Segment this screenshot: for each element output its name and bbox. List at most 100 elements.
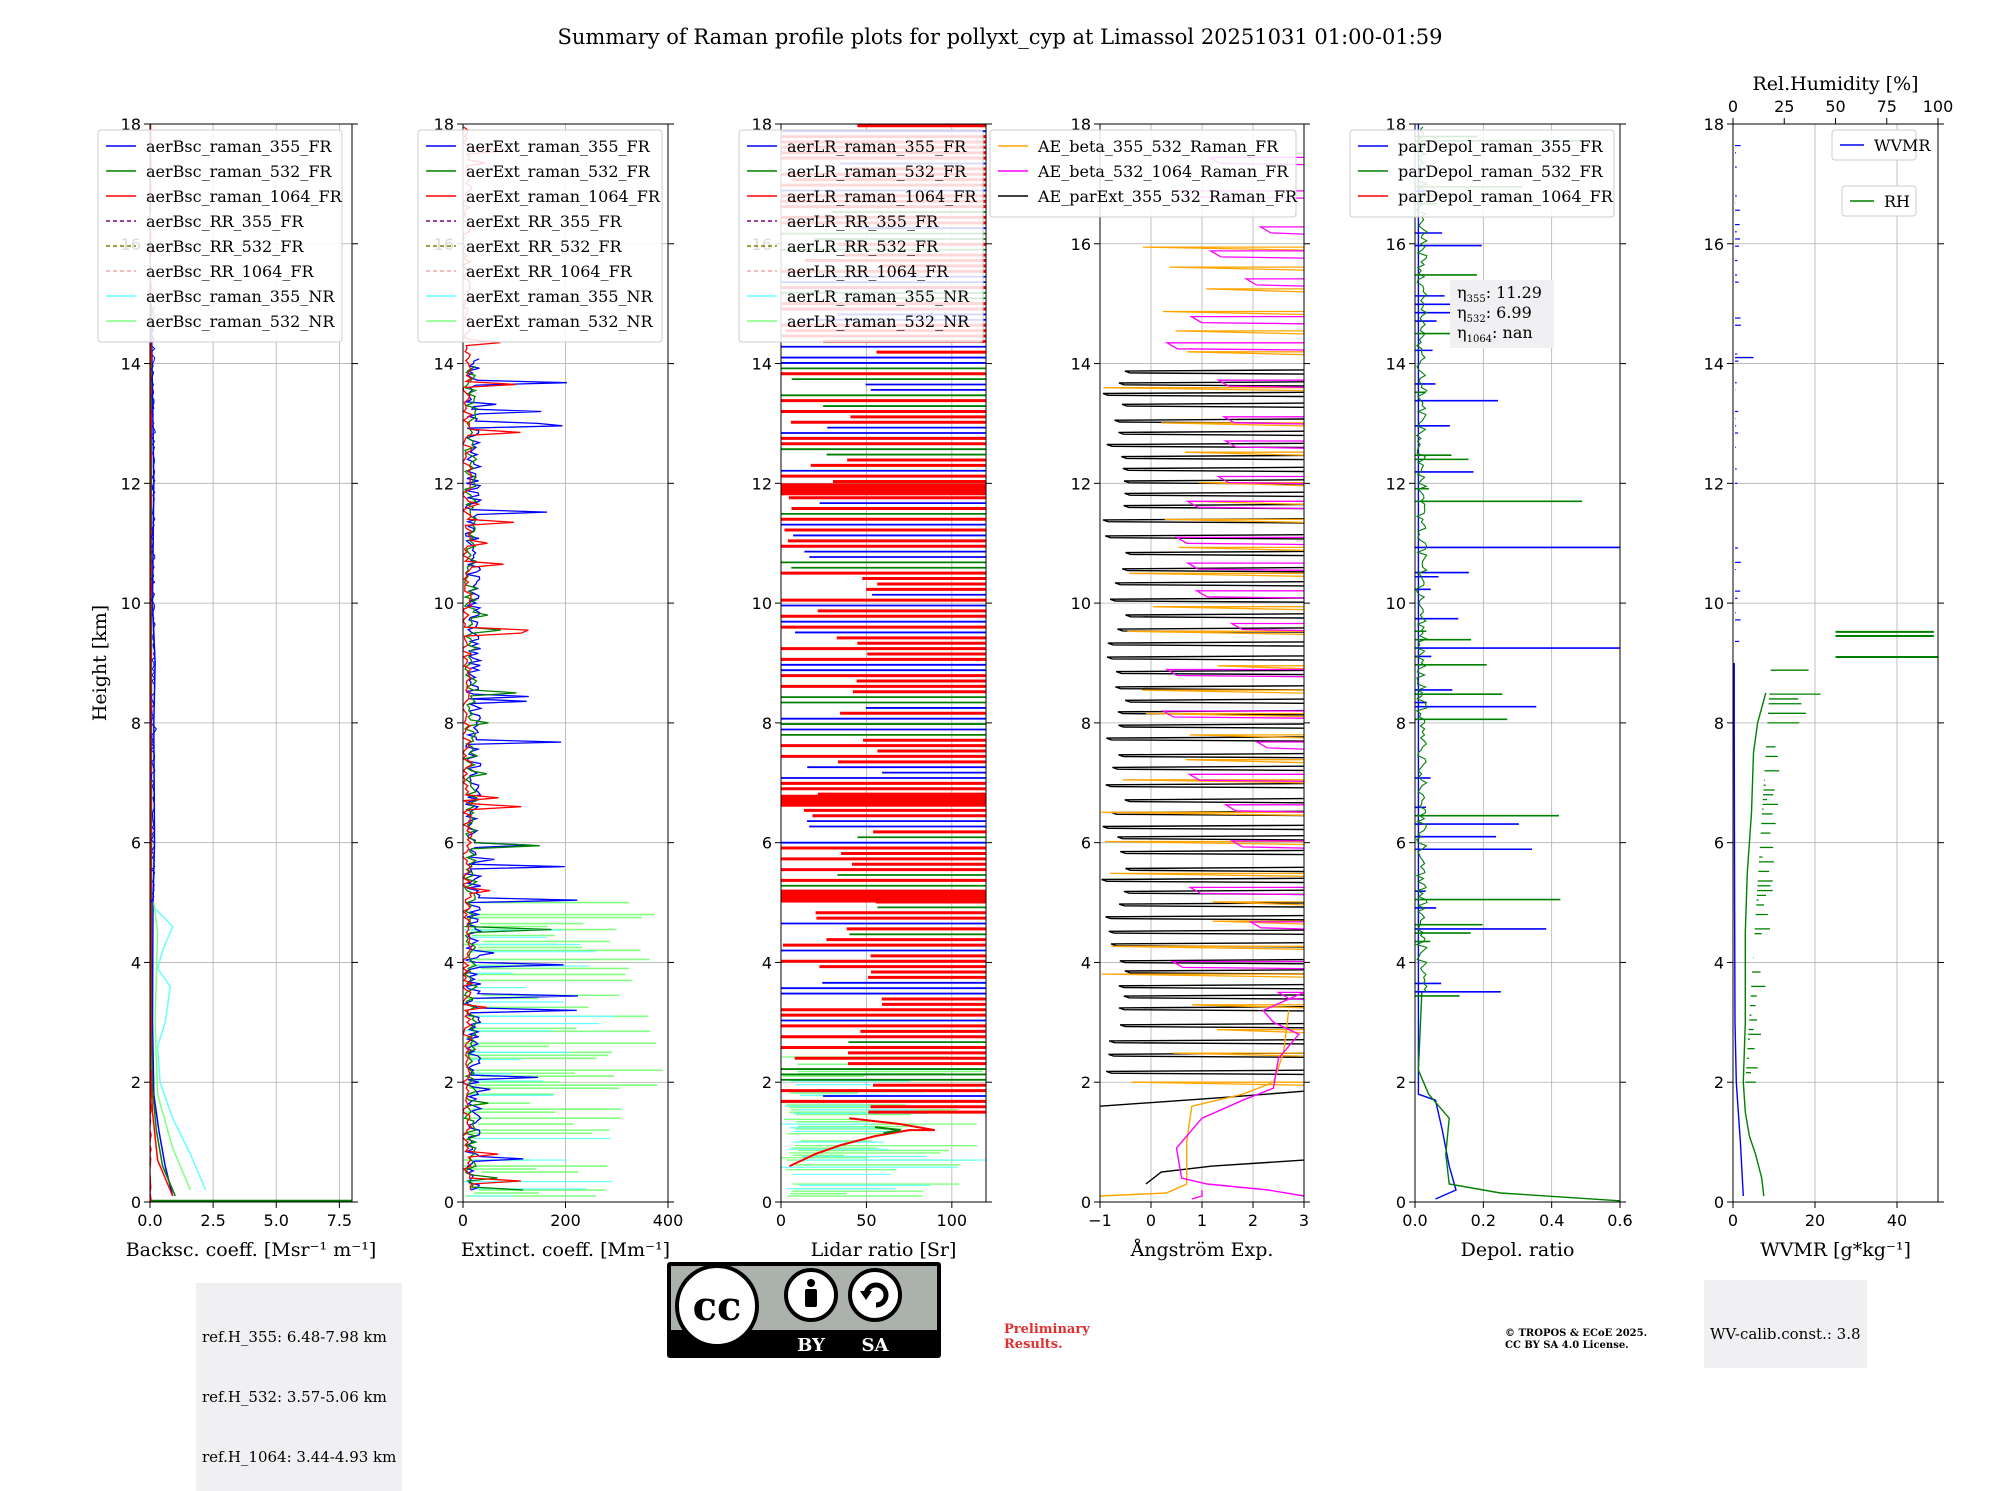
- cc-logo-circle: [675, 1264, 759, 1348]
- series-AE_beta_532_1064_Raman_FR: [1160, 710, 1304, 719]
- series-AE_beta_532_1064_Raman_FR: [1164, 668, 1304, 678]
- x-tick-label: 20: [1805, 1211, 1825, 1230]
- y-tick-label: 10: [1704, 594, 1724, 613]
- series-AE_beta_532_1064_Raman_FR: [1194, 590, 1304, 599]
- series-AE_parExt_355_532_Raman_FR: [1107, 641, 1304, 647]
- axes-frame-backscatter: [149, 123, 353, 1203]
- axes-frame-depol: [1414, 123, 1621, 1203]
- x-tick-label: 400: [653, 1211, 684, 1230]
- axes-frame-wvmr: [1732, 123, 1939, 1203]
- y-tick-label: 6: [1396, 834, 1406, 853]
- series-AE_beta_355_532_Raman_FR: [1216, 1028, 1304, 1034]
- y-tick-label: 2: [1396, 1073, 1406, 1092]
- series-aerExt_raman_355_FR: [463, 358, 579, 1191]
- series-AE_beta_532_1064_Raman_FR: [1186, 773, 1304, 783]
- series-AE_parExt_355_532_Raman_FR: [1115, 685, 1304, 691]
- legend-label: aerExt_RR_532_FR: [466, 237, 623, 256]
- series-AE_parExt_355_532_Raman_FR: [1115, 669, 1304, 676]
- y-tick-label: 8: [1714, 714, 1724, 733]
- y-tick-label: 0: [762, 1193, 772, 1212]
- y-axis-label: Height [km]: [89, 605, 111, 721]
- y-tick-label: 18: [121, 115, 141, 134]
- legend-label: parDepol_raman_532_FR: [1398, 162, 1604, 181]
- series-AE_parExt_355_532_Raman_FR: [1122, 466, 1304, 473]
- series-AE_beta_532_1064_Raman_FR: [1221, 416, 1304, 425]
- legend-box: [738, 129, 984, 343]
- series-AE_parExt_355_532_Raman_FR: [1125, 550, 1304, 557]
- y-tick-label: 10: [434, 594, 454, 613]
- legend-label: aerLR_raman_532_NR: [787, 312, 970, 331]
- legend-depol: [1349, 129, 1615, 218]
- series-AE_parExt_355_532_Raman_FR: [1122, 566, 1304, 573]
- y-tick-label: 0: [1396, 1193, 1406, 1212]
- series-AE_beta_355_532_Raman_FR: [1178, 546, 1304, 552]
- legend-label: aerBsc_RR_1064_FR: [146, 262, 315, 281]
- series-AE_beta_355_532_Raman_FR: [1217, 665, 1304, 670]
- series-AE_beta_355_532_Raman_FR: [1122, 779, 1304, 784]
- series-AE_beta_355_532_Raman_FR: [1103, 387, 1304, 392]
- series-AE_beta_532_1064_Raman_FR: [1248, 921, 1304, 930]
- figure-title: Summary of Raman profile plots for polly…: [557, 25, 1442, 49]
- legend-label: aerExt_raman_355_NR: [466, 287, 654, 306]
- series-AE_parExt_355_532_Raman_FR: [1125, 866, 1304, 873]
- legend-label: AE_parExt_355_532_Raman_FR: [1037, 187, 1298, 206]
- series-AE_parExt_355_532_Raman_FR: [1106, 736, 1304, 742]
- y-tick-label: 6: [444, 834, 454, 853]
- series-AE_parExt_355_532_Raman_FR: [1106, 655, 1304, 661]
- series-AE_parExt_355_532_Raman_FR: [1124, 491, 1304, 498]
- legend-label: aerLR_raman_532_FR: [787, 162, 967, 181]
- y-tick-label: 2: [1714, 1073, 1724, 1092]
- series-aerLR_raman_532_FR-low: [874, 1126, 901, 1135]
- x-axis-label: Ångström Exp.: [1130, 1239, 1274, 1261]
- y-tick-label: 8: [1396, 714, 1406, 733]
- series-AE_beta_355_532_Raman_FR: [1173, 1052, 1304, 1057]
- series-AE_beta_532_1064_Raman_FR: [1229, 840, 1304, 849]
- y-tick-label: 18: [1386, 115, 1406, 134]
- top-tick-label: 25: [1774, 97, 1794, 116]
- eta-line: η532: 6.99: [1457, 303, 1532, 325]
- x-tick-label: 3: [1299, 1211, 1309, 1230]
- x-tick-label: 100: [937, 1211, 968, 1230]
- series-AE_beta_355_532_Raman_FR: [1192, 1004, 1304, 1009]
- y-tick-label: 12: [752, 474, 772, 493]
- legend-label: parDepol_raman_355_FR: [1398, 137, 1604, 156]
- legend-label: aerBsc_raman_1064_FR: [146, 187, 343, 206]
- y-tick-label: 16: [1386, 235, 1406, 254]
- series-group: [1100, 156, 1304, 1200]
- series-AE_beta_532_1064_Raman_FR: [1170, 960, 1304, 970]
- series-AE_parExt_355_532_Raman_FR: [1105, 1069, 1304, 1076]
- series-aerBsc_raman_355_FR-noise: [150, 306, 158, 903]
- x-tick-label: 0: [1146, 1211, 1156, 1230]
- series-AE_beta_355_532_Raman_FR: [1164, 518, 1304, 524]
- y-tick-label: 2: [1081, 1073, 1091, 1092]
- y-tick-label: 8: [131, 714, 141, 733]
- series-AE_parExt_355_532_Raman_FR: [1118, 381, 1304, 387]
- legend-label: aerLR_raman_355_FR: [787, 137, 967, 156]
- series-AE_parExt_355_532_Raman_FR: [1119, 1022, 1304, 1029]
- series-AE_beta_355_532_Raman_FR: [1212, 920, 1304, 925]
- preliminary-line-2: Results.: [1004, 1337, 1063, 1352]
- sa-icon-arc: [863, 1282, 889, 1308]
- series-AE_parExt_355_532_Raman_FR: [1118, 430, 1304, 437]
- y-tick-label: 0: [444, 1193, 454, 1212]
- series-AE_beta_355_532_Raman_FR-low: [1100, 1010, 1290, 1197]
- y-tick-label: 12: [1071, 474, 1091, 493]
- ref-h-532: ref.H_532: 3.57-5.06 km: [202, 1388, 387, 1406]
- legend-label: aerLR_RR_355_FR: [787, 212, 939, 231]
- legend-label: aerExt_raman_355_FR: [466, 137, 651, 156]
- y-tick-label: 14: [121, 355, 141, 374]
- series-AE_beta_355_532_Raman_FR: [1146, 712, 1304, 718]
- legend-label: aerExt_RR_355_FR: [466, 212, 623, 231]
- legend-label: aerLR_raman_355_NR: [787, 287, 970, 306]
- x-tick-label: 0.0: [1402, 1211, 1427, 1230]
- series-AE_parExt_355_532_Raman_FR: [1118, 902, 1304, 908]
- x-tick-label: 40: [1887, 1211, 1907, 1230]
- by-label: BY: [797, 1335, 826, 1356]
- series-AE_beta_355_532_Raman_FR: [1101, 811, 1304, 816]
- y-tick-label: 4: [1081, 953, 1091, 972]
- series-AE_beta_532_1064_Raman_FR: [1174, 536, 1304, 546]
- series-AE_parExt_355_532_Raman_FR: [1105, 914, 1304, 921]
- y-tick-label: 4: [444, 953, 454, 972]
- series-AE_beta_355_532_Raman_FR: [1101, 973, 1304, 978]
- y-tick-label: 18: [752, 115, 772, 134]
